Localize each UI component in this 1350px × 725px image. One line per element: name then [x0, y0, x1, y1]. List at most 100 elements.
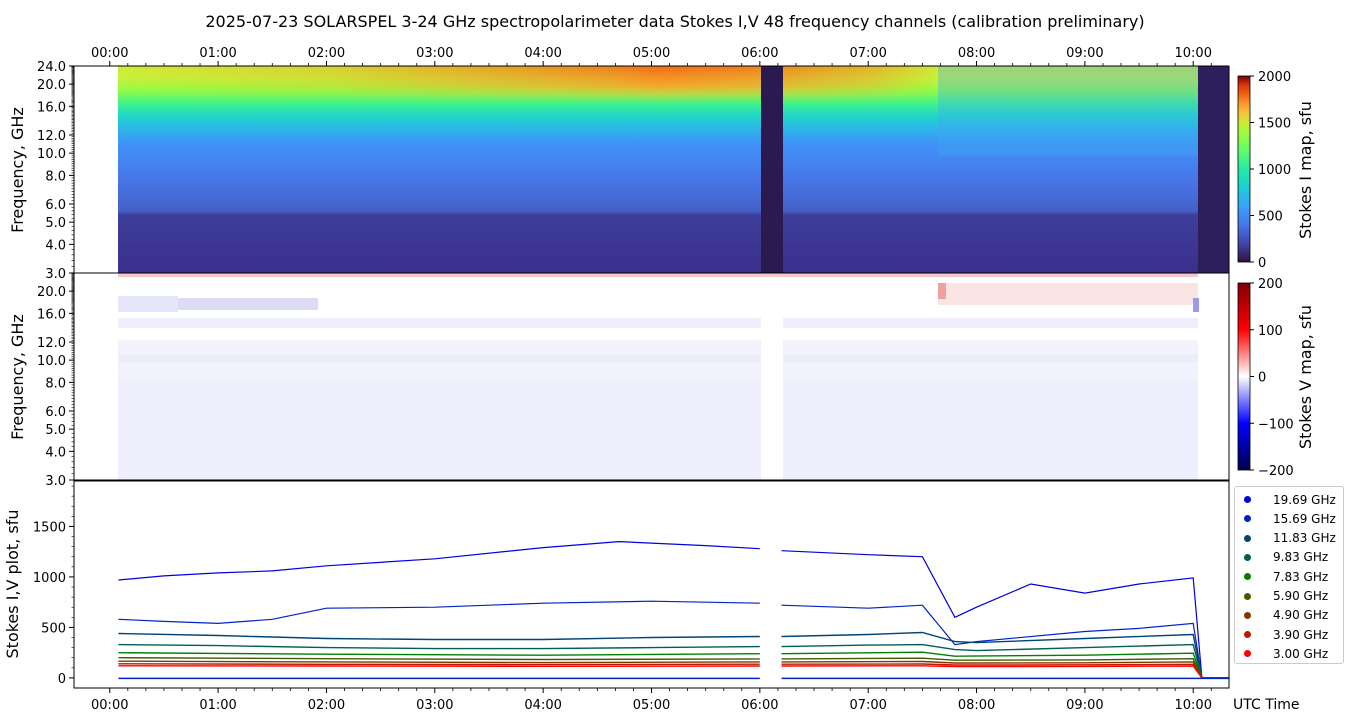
freq-tick-label: 16.0 — [37, 100, 66, 115]
stokes-i-y-axis: 3.0 4.0 5.0 6.0 8.0 10.0 12.0 16.0 20.0 24.0 — [37, 60, 74, 282]
legend-item: 19.69 GHz — [1241, 490, 1336, 509]
bottom-time-tick-label: 02:00 — [308, 698, 345, 713]
stokes-line-series — [118, 540, 1229, 680]
stokes-v-panel: 3.0 4.0 5.0 6.0 8.0 10.0 12.0 16.0 20.0 Frequenc… — [8, 272, 1315, 489]
stokes-v-map-low-band — [118, 380, 1198, 480]
top-time-tick-label: 04:00 — [524, 46, 561, 61]
series-line — [781, 604, 1229, 679]
legend-label: 3.90 GHz — [1273, 627, 1329, 642]
stokes-line-y-tick-label: 500 — [41, 621, 66, 636]
bottom-time-tick-label: 06:00 — [741, 698, 778, 713]
legend-item: 5.90 GHz — [1241, 587, 1328, 606]
colorbar-tick-label: 0 — [1258, 371, 1266, 386]
stokes-v-map-stripe-1 — [118, 296, 178, 312]
series-line — [118, 632, 760, 641]
stokes-i-map-gap — [761, 66, 783, 273]
legend-marker — [1244, 592, 1251, 600]
stokes-line-plot-area — [74, 481, 1229, 688]
freq-tick-label: 4.0 — [45, 445, 66, 460]
legend-marker — [1244, 534, 1251, 542]
legend-marker — [1244, 631, 1251, 639]
series-line — [118, 663, 760, 666]
series-line — [118, 540, 760, 581]
top-time-tick-label: 01:00 — [199, 46, 236, 61]
stokes-v-map-gap — [761, 273, 783, 480]
colorbar-tick-label: 1500 — [1258, 117, 1291, 132]
stokes-i-colorbar — [1237, 75, 1251, 263]
bottom-time-tick-label: 03:00 — [416, 698, 453, 713]
stokes-i-colorbar-label: Stokes I map, sfu — [1296, 101, 1315, 239]
stokes-v-y-axis: 3.0 4.0 5.0 6.0 8.0 10.0 12.0 16.0 20.0 — [37, 272, 74, 489]
legend-item: 9.83 GHz — [1241, 548, 1328, 567]
legend-label: 19.69 GHz — [1273, 492, 1336, 507]
series-line — [118, 665, 760, 668]
legend-marker — [1244, 496, 1251, 503]
freq-tick-label: 24.0 — [37, 60, 66, 75]
freq-tick-label: 5.0 — [45, 423, 66, 438]
stokes-v-top-positive-band — [118, 273, 1198, 277]
bottom-time-axis: 00:00 01:00 02:00 03:00 04:00 05:00 06:00 07:00… — [91, 688, 1212, 713]
series-line — [781, 550, 1229, 679]
legend-marker — [1244, 553, 1251, 561]
legend-label: 3.00 GHz — [1273, 646, 1329, 661]
freq-tick-label: 20.0 — [37, 78, 66, 93]
stokes-line-y-tick-label: 0 — [58, 672, 66, 687]
legend-marker — [1244, 650, 1251, 658]
freq-tick-label: 12.0 — [37, 336, 66, 351]
stokes-line-y-tick-label: 1000 — [33, 571, 66, 586]
freq-tick-label: 6.0 — [45, 405, 66, 420]
bottom-time-tick-label: 04:00 — [524, 698, 561, 713]
legend-label: 4.90 GHz — [1273, 608, 1329, 623]
legend-label: 11.83 GHz — [1273, 531, 1336, 546]
stokes-v-map-positive-region — [938, 283, 1198, 305]
stokes-line-ylabel: Stokes I,V plot, sfu — [3, 510, 22, 659]
stokes-v-axes-frame — [73, 272, 1230, 481]
freq-tick-label: 3.0 — [45, 267, 66, 282]
legend-item: 7.83 GHz — [1241, 567, 1328, 586]
freq-tick-label: 16.0 — [37, 307, 66, 322]
legend-label: 15.69 GHz — [1273, 511, 1336, 526]
colorbar-tick-label: −200 — [1258, 464, 1294, 479]
top-time-tick-label: 05:00 — [633, 46, 670, 61]
bottom-time-tick-label: 00:00 — [91, 698, 128, 713]
colorbar-tick-label: −100 — [1258, 417, 1294, 432]
figure-title: 2025-07-23 SOLARSPEL 3-24 GHz spectropol… — [205, 12, 1144, 31]
legend-item: 3.90 GHz — [1241, 625, 1328, 644]
stokes-i-map-post-flare-region — [938, 66, 1198, 156]
freq-tick-label: 3.0 — [45, 474, 66, 489]
series-line — [118, 652, 760, 656]
legend-label: 9.83 GHz — [1273, 550, 1329, 565]
top-time-tick-label: 06:00 — [741, 46, 778, 61]
stokes-v-map-end-spot — [1193, 298, 1199, 312]
series-line — [118, 660, 760, 664]
legend-item: 11.83 GHz — [1241, 529, 1336, 548]
freq-tick-label: 10.0 — [37, 354, 66, 369]
legend-item: 15.69 GHz — [1241, 509, 1336, 528]
freq-tick-label: 8.0 — [45, 376, 66, 391]
colorbar-tick-label: 1000 — [1258, 163, 1291, 178]
freq-tick-label: 4.0 — [45, 238, 66, 253]
series-line — [118, 657, 760, 661]
stokes-i-map-hot-band — [118, 66, 1198, 273]
series-line — [781, 643, 1229, 679]
freq-tick-label: 10.0 — [37, 147, 66, 162]
stokes-v-map-stripe-4 — [118, 354, 1198, 362]
stokes-v-ylabel: Frequency, GHz — [8, 314, 27, 440]
top-time-tick-label: 00:00 — [91, 46, 128, 61]
legend-item: 4.90 GHz — [1241, 606, 1328, 625]
colorbar-tick-label: 500 — [1258, 210, 1283, 225]
colorbar-tick-label: 2000 — [1258, 70, 1291, 85]
top-time-tick-label: 08:00 — [958, 46, 995, 61]
legend-label: 7.83 GHz — [1273, 569, 1329, 584]
series-line — [781, 631, 1229, 679]
stokes-line-panel: 0 500 1000 1500 00:00 01:00 02:00 03:00 04:00 05… — [3, 480, 1299, 713]
stokes-i-map-end-region — [1198, 66, 1229, 273]
stokes-v-map-stripe-3 — [118, 318, 1198, 328]
legend-marker — [1244, 611, 1251, 619]
freq-tick-label: 20.0 — [37, 285, 66, 300]
freq-tick-label: 12.0 — [37, 129, 66, 144]
bottom-time-tick-label: 10:00 — [1175, 698, 1212, 713]
top-time-tick-label: 09:00 — [1066, 46, 1103, 61]
series-line — [118, 643, 760, 650]
